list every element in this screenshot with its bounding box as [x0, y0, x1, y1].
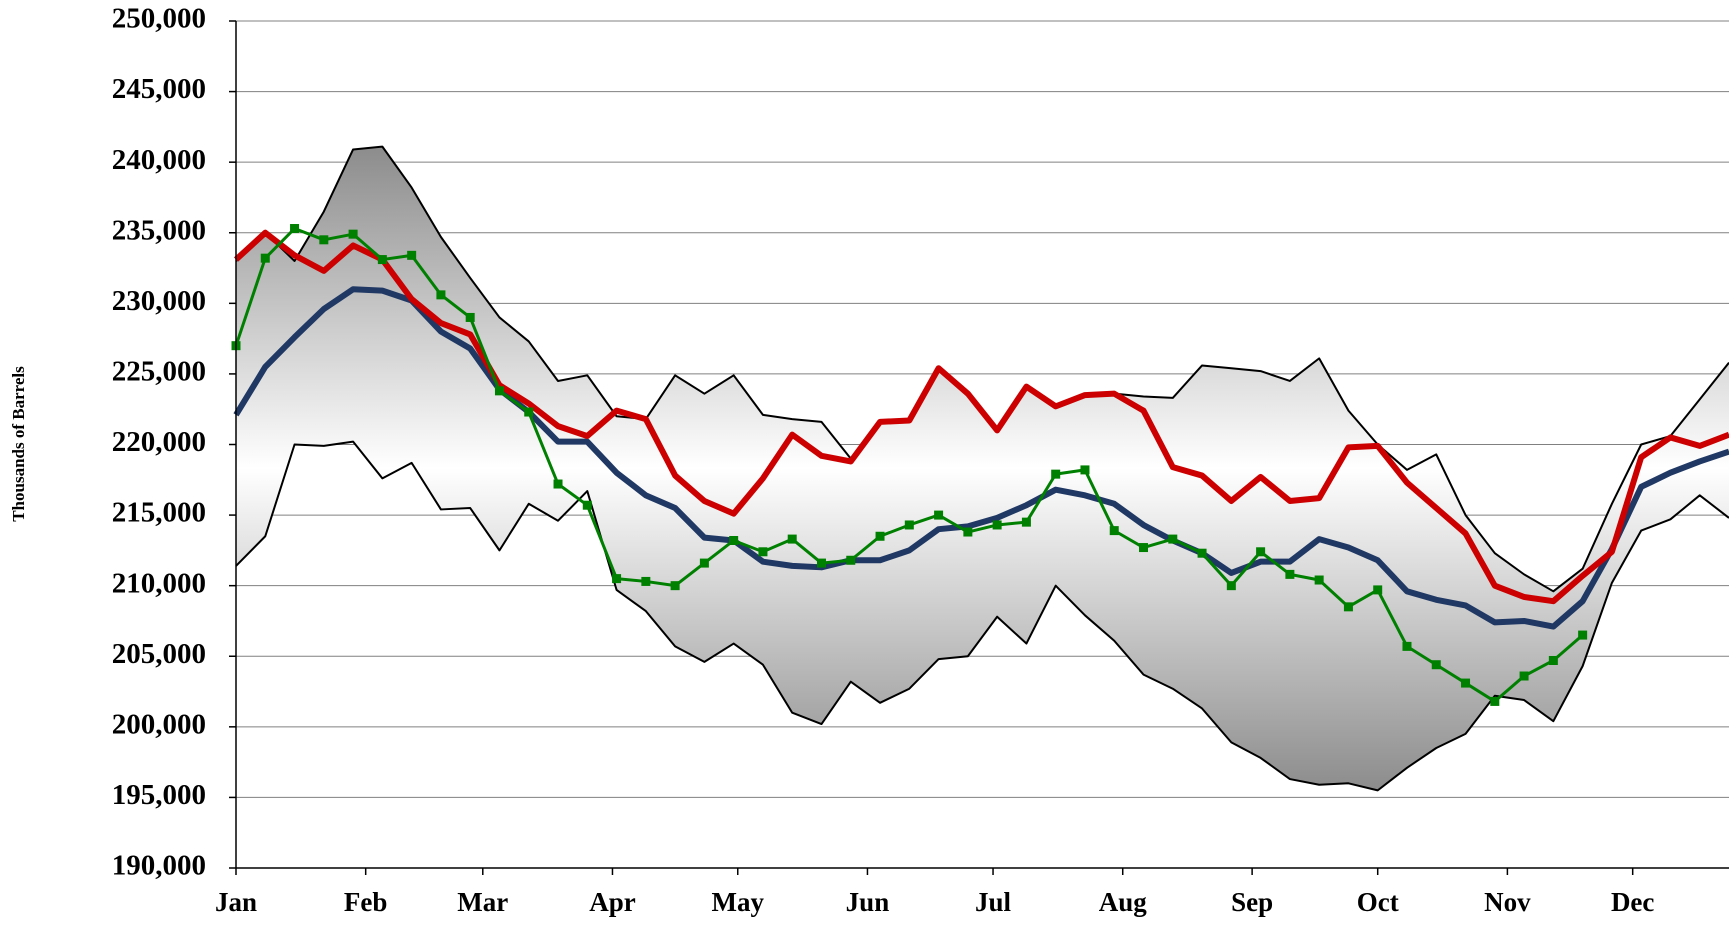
marker	[1431, 660, 1441, 670]
marker	[816, 558, 826, 568]
marker	[699, 558, 709, 568]
marker	[377, 255, 387, 265]
marker	[729, 535, 739, 545]
marker	[1021, 517, 1031, 527]
marker	[612, 574, 622, 584]
x-tick-label: Nov	[1484, 887, 1531, 917]
y-tick-label: 245,000	[112, 73, 206, 105]
y-tick-label: 210,000	[112, 567, 206, 599]
y-tick-label: 220,000	[112, 426, 206, 458]
y-tick-label: 215,000	[112, 497, 206, 529]
marker	[1080, 465, 1090, 475]
marker	[260, 253, 270, 263]
y-tick-label: 240,000	[112, 144, 206, 176]
x-tick-label: Jun	[846, 887, 890, 917]
x-tick-label: May	[712, 887, 765, 917]
marker	[290, 224, 300, 234]
x-tick-label: Feb	[344, 887, 388, 917]
marker	[875, 531, 885, 541]
marker	[1343, 602, 1353, 612]
series-line	[233, 229, 1729, 605]
plot-area	[231, 145, 1729, 792]
x-tick-label: Jan	[215, 887, 257, 917]
marker	[934, 510, 944, 520]
marker	[1197, 548, 1207, 558]
marker	[494, 386, 504, 396]
marker	[1139, 543, 1149, 553]
x-tick-label: Mar	[457, 887, 508, 917]
marker	[1373, 585, 1383, 595]
range-line	[235, 440, 1729, 792]
x-tick-label: Aug	[1099, 887, 1148, 917]
y-tick-label: 250,000	[112, 3, 206, 35]
marker	[670, 581, 680, 591]
y-tick-label: 230,000	[112, 285, 206, 317]
y-tick-label: 205,000	[112, 638, 206, 670]
y-tick-label: 235,000	[112, 214, 206, 246]
marker	[641, 576, 651, 586]
marker	[992, 520, 1002, 530]
marker	[963, 527, 973, 537]
marker	[758, 547, 768, 557]
marker	[1314, 575, 1324, 585]
marker	[1226, 581, 1236, 591]
marker	[1285, 569, 1295, 579]
marker	[1461, 678, 1471, 688]
series-line	[233, 286, 1729, 630]
marker	[407, 250, 417, 260]
marker	[1051, 469, 1061, 479]
x-tick-label: Oct	[1357, 887, 1399, 917]
marker	[787, 534, 797, 544]
marker	[436, 290, 446, 300]
marker	[904, 520, 914, 530]
marker	[1168, 534, 1178, 544]
marker	[1402, 641, 1412, 651]
x-tick-label: Sep	[1231, 887, 1273, 917]
y-tick-label: 200,000	[112, 708, 206, 740]
x-tick-label: Apr	[589, 887, 636, 917]
marker	[582, 500, 592, 510]
marker	[1256, 547, 1266, 557]
marker	[1578, 630, 1588, 640]
y-tick-label: 195,000	[112, 779, 206, 811]
marker	[1490, 696, 1500, 706]
marker	[319, 235, 329, 245]
marker	[1548, 655, 1558, 665]
x-tick-label: Jul	[975, 887, 1012, 917]
range-band	[236, 146, 1729, 791]
axes: 190,000 195,000 200,000 205,000 210,000 215,0…	[112, 3, 1729, 917]
marker	[1519, 671, 1529, 681]
marker	[465, 312, 475, 322]
x-tick-label: Dec	[1611, 887, 1654, 917]
y-axis-title: Thousands of Barrels	[9, 366, 28, 522]
marker	[1109, 526, 1119, 536]
marker	[524, 407, 534, 417]
marker	[348, 229, 358, 239]
y-tick-label: 225,000	[112, 356, 206, 388]
y-tick-label: 190,000	[112, 850, 206, 882]
marker	[553, 479, 563, 489]
marker	[846, 555, 856, 565]
